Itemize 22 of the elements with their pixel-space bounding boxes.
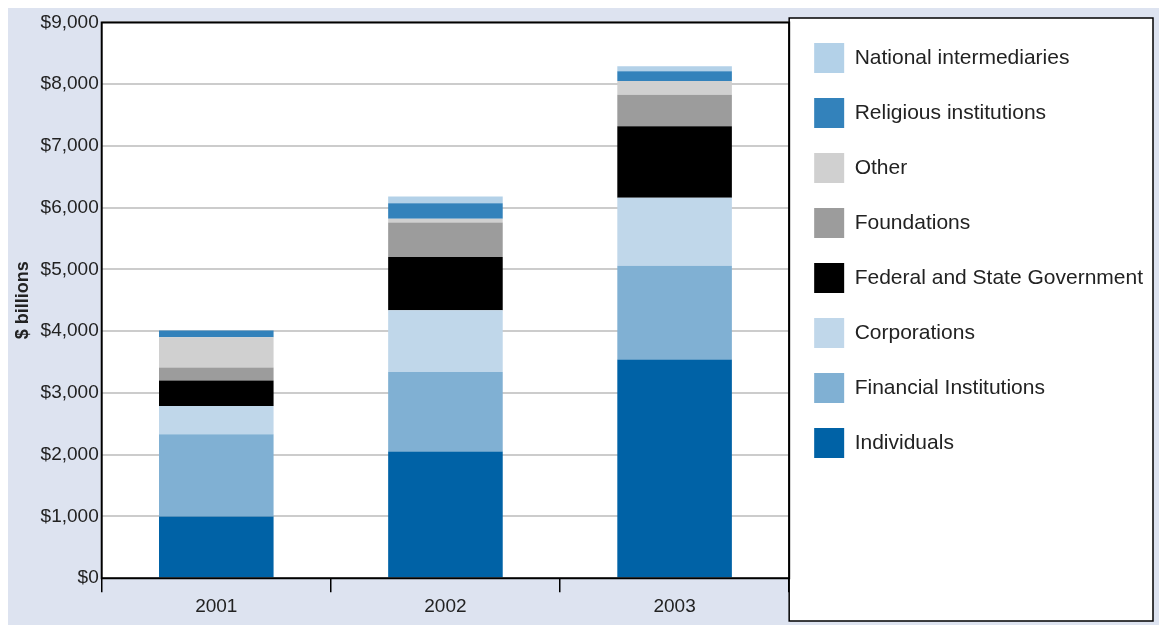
x-tick-label: 2001 <box>195 594 238 616</box>
y-tick-label: $3,000 <box>40 381 99 403</box>
y-tick-label: $1,000 <box>40 504 99 526</box>
y-tick-label: $0 <box>77 566 99 588</box>
x-tick-label: 2002 <box>424 594 467 616</box>
legend-label: National intermediaries <box>854 44 1070 68</box>
y-tick-label: $9,000 <box>40 10 99 32</box>
legend-label: Federal and State Government <box>854 264 1144 288</box>
legend-label: Other <box>854 154 908 178</box>
y-tick-label: $5,000 <box>40 257 99 279</box>
legend-label: Religious institutions <box>854 99 1047 123</box>
y-tick-label: $8,000 <box>40 72 99 94</box>
legend-label: Foundations <box>854 209 971 233</box>
legend-label: Individuals <box>854 429 954 453</box>
y-tick-label: $4,000 <box>40 319 99 341</box>
legend-label: Financial Institutions <box>854 374 1045 398</box>
y-tick-label: $7,000 <box>40 134 99 156</box>
y-tick-label: $6,000 <box>40 195 99 217</box>
y-tick-label: $2,000 <box>40 442 99 464</box>
y-axis-title: $ billions <box>11 261 32 340</box>
legend-label: Corporations <box>854 319 975 343</box>
x-tick-label: 2003 <box>653 594 696 616</box>
